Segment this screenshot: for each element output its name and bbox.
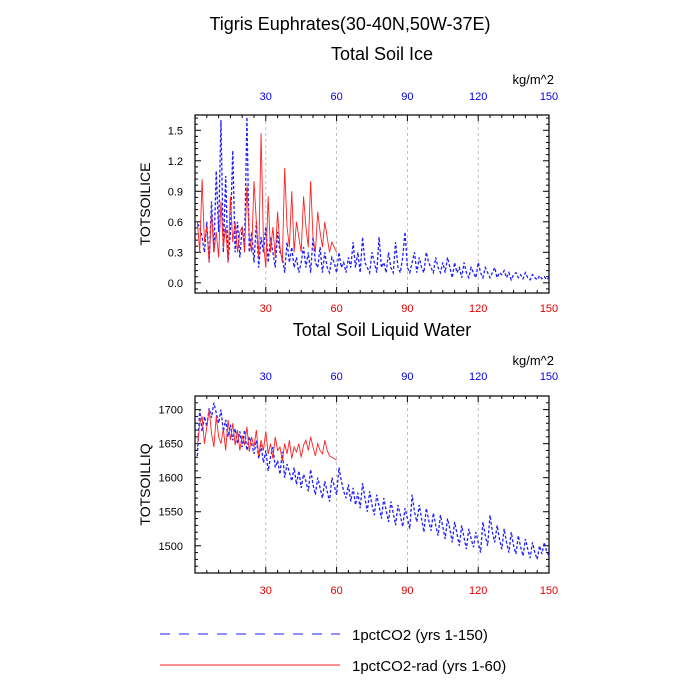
y-tick-label: 0.3	[168, 247, 183, 259]
x-tick-label-top: 30	[260, 91, 272, 103]
series-line-1pctCO2	[196, 402, 549, 562]
x-tick-label: 30	[260, 585, 272, 597]
x-tick-label-top: 30	[260, 371, 272, 383]
y-tick-label: 1.2	[168, 156, 183, 168]
y-tick-label: 0.6	[168, 217, 183, 229]
x-tick-label-top: 150	[540, 371, 558, 383]
y-axis-label: TOTSOILLIQ	[137, 443, 153, 525]
x-tick-label: 90	[401, 303, 413, 315]
plot-frame	[194, 395, 550, 574]
y-tick-label: 1700	[159, 405, 183, 417]
series-line-1pctCO2-rad	[196, 409, 337, 461]
x-tick-label: 150	[540, 303, 558, 315]
y-tick-label: 0.0	[168, 278, 183, 290]
y-tick-label: 1650	[159, 439, 183, 451]
legend-label-blue: 1pctCO2 (yrs 1-150)	[352, 627, 488, 644]
x-tick-label: 60	[330, 303, 342, 315]
x-tick-label-top: 60	[330, 371, 342, 383]
x-tick-label-top: 120	[469, 91, 487, 103]
x-tick-label-top: 90	[401, 91, 413, 103]
x-tick-label-top: 90	[401, 371, 413, 383]
y-tick-label: 1500	[159, 541, 183, 553]
y-tick-label: 0.9	[168, 186, 183, 198]
legend-label-red: 1pctCO2-rad (yrs 1-60)	[352, 658, 506, 675]
soil-liquid-panel: Total Soil Liquid Water kg/m^2 30 30 60 60 90 9…	[137, 320, 558, 597]
units-label: kg/m^2	[512, 72, 554, 87]
x-tick-label: 120	[469, 303, 487, 315]
x-tick-label: 30	[260, 303, 272, 315]
y-tick-label: 1.5	[168, 125, 183, 137]
x-tick-label-top: 150	[540, 91, 558, 103]
y-tick-label: 1600	[159, 473, 183, 485]
chart-title: Total Soil Liquid Water	[293, 320, 471, 340]
soil-ice-panel: Total Soil Ice kg/m^2 30 30 60 60 90 90 120 120 15…	[137, 44, 558, 315]
x-tick-label: 150	[540, 585, 558, 597]
y-tick-label: 1550	[159, 507, 183, 519]
legend: 1pctCO2 (yrs 1-150) 1pctCO2-rad (yrs 1-6…	[160, 627, 506, 675]
series-line-1pctCO2-rad	[196, 133, 338, 268]
x-tick-label-top: 60	[330, 91, 342, 103]
x-tick-label: 120	[469, 585, 487, 597]
x-tick-label-top: 120	[469, 371, 487, 383]
x-tick-label: 90	[401, 585, 413, 597]
units-label: kg/m^2	[512, 353, 554, 368]
x-tick-label: 60	[330, 585, 342, 597]
y-axis-label: TOTSOILICE	[137, 163, 153, 246]
page-title: Tigris Euphrates(30-40N,50W-37E)	[209, 14, 490, 34]
chart-title: Total Soil Ice	[331, 44, 433, 64]
series-line-1pctCO2	[196, 117, 549, 282]
